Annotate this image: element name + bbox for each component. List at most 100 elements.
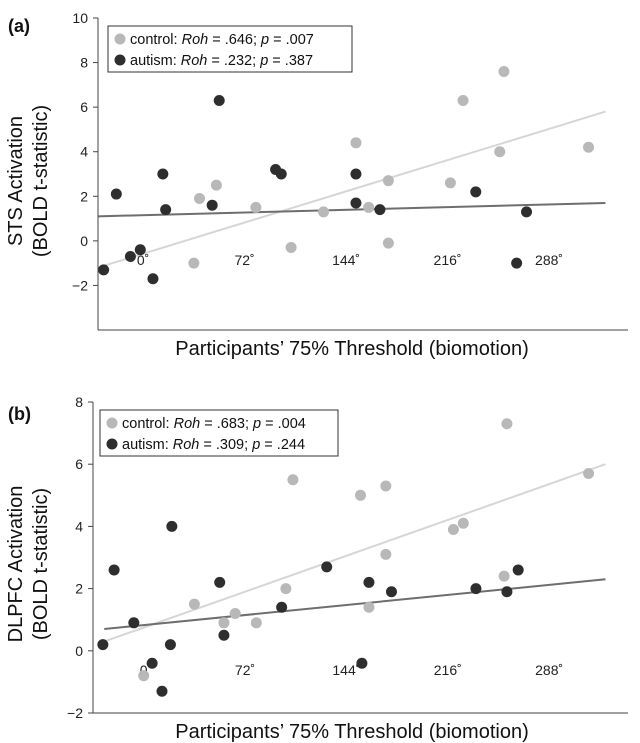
control-point [583, 468, 595, 480]
panel-b-points [97, 418, 595, 697]
autism-point [124, 250, 136, 262]
control-point [363, 201, 375, 213]
x-tick-label: 0 [140, 662, 148, 678]
legend-autism-label: autism: Roh = .309; p = .244 [122, 437, 305, 453]
y-tick-label: 10 [72, 10, 88, 26]
autism-point [501, 586, 513, 598]
autism-point [213, 94, 225, 106]
control-point [498, 65, 510, 77]
y-tick-label: −2 [67, 705, 83, 721]
autism-point [98, 264, 110, 276]
control-point [218, 617, 230, 629]
autism-point [147, 273, 159, 285]
x-tick-label: 144˚ [332, 662, 360, 678]
control-point [382, 237, 394, 249]
legend-box [107, 25, 353, 73]
control-point [287, 474, 299, 486]
panel-a-y-ticks: 10 8 6 4 2 0 −2 [72, 10, 98, 293]
autism-point [356, 657, 368, 669]
autism-point [521, 206, 533, 218]
control-point [188, 257, 200, 269]
control-fit-line [97, 110, 606, 269]
panel-a-ylabel-line2: (BOLD t-statistic) [30, 105, 52, 257]
panel-a-label: (a) [8, 16, 30, 36]
control-point [501, 418, 513, 430]
control-point [355, 489, 366, 501]
control-point [350, 137, 362, 149]
control-point [380, 548, 392, 560]
x-tick-label: 216˚ [434, 252, 462, 268]
y-tick-label: 4 [75, 518, 83, 534]
y-tick-label: −2 [72, 277, 88, 293]
y-tick-label: 8 [75, 394, 83, 410]
control-point [363, 601, 375, 613]
panel-a-legend: control: Roh = .646; p = .007 autism: Roh… [107, 25, 353, 73]
y-tick-label: 0 [80, 233, 88, 249]
panel-b-ylabel-line2: (BOLD t-statistic) [30, 488, 52, 640]
y-tick-label: 4 [80, 144, 88, 160]
autism-point [164, 639, 176, 651]
legend-autism-marker [114, 54, 126, 66]
autism-point [134, 244, 146, 256]
control-point [280, 583, 292, 595]
y-tick-label: 6 [75, 456, 83, 472]
autism-point [470, 583, 482, 595]
control-point [318, 206, 330, 218]
legend-control-label: control: Roh = .646; p = .007 [130, 32, 314, 48]
control-fit-line [103, 463, 606, 643]
autism-point [157, 168, 169, 180]
y-tick-label: 2 [75, 581, 83, 597]
panel-b-ylabel-line1: DLPFC Activation [5, 486, 27, 643]
control-point [457, 517, 469, 529]
control-point [188, 598, 200, 610]
autism-point [511, 257, 523, 269]
autism-point [206, 199, 218, 211]
autism-point [166, 520, 178, 532]
panel-b-label: (b) [8, 404, 31, 424]
autism-point [160, 204, 172, 216]
autism-point [218, 629, 230, 641]
panel-a: (a) 10 8 6 4 2 0 −2 0˚ 72˚ 144˚ 216˚ 288˚ STS Acti… [5, 10, 628, 360]
control-point [285, 242, 297, 254]
autism-point [350, 168, 362, 180]
panel-b-xlabel: Participants’ 75% Threshold (biomotion) [175, 721, 529, 743]
y-tick-label: 8 [80, 55, 88, 71]
control-point [382, 175, 394, 187]
autism-point [128, 617, 140, 629]
control-point [447, 524, 459, 536]
panel-a-xlabel: Participants’ 75% Threshold (biomotion) [175, 338, 529, 360]
x-tick-label: 288˚ [535, 662, 563, 678]
control-point [210, 179, 222, 191]
panel-a-points [98, 65, 595, 285]
autism-point [385, 586, 397, 598]
autism-point [146, 657, 158, 669]
control-point [444, 177, 456, 189]
y-tick-label: 2 [80, 188, 88, 204]
control-point [250, 201, 262, 213]
autism-point [156, 685, 168, 697]
control-point [494, 146, 506, 158]
autism-point [108, 564, 120, 576]
panel-b-x-ticks: 0 72˚ 144˚ 216˚ 288˚ [140, 662, 563, 678]
autism-point [110, 188, 122, 200]
autism-point [276, 601, 288, 613]
panel-b-fit-lines [103, 463, 606, 643]
x-tick-label: 288˚ [535, 252, 563, 268]
autism-point [275, 168, 287, 180]
legend-box [99, 409, 339, 457]
control-point [193, 193, 205, 205]
autism-point [470, 186, 482, 198]
autism-point [321, 561, 333, 573]
y-tick-label: 0 [75, 643, 83, 659]
autism-point [214, 576, 226, 588]
x-tick-label: 144˚ [332, 252, 360, 268]
autism-fit-line [104, 578, 606, 631]
legend-control-label: control: Roh = .683; p = .004 [122, 416, 306, 432]
x-tick-label: 72˚ [235, 662, 255, 678]
y-tick-label: 6 [80, 99, 88, 115]
legend-autism-label: autism: Roh = .232; p = .387 [130, 53, 313, 69]
legend-control-marker [114, 33, 126, 45]
control-point [229, 607, 241, 619]
control-point [498, 570, 510, 582]
